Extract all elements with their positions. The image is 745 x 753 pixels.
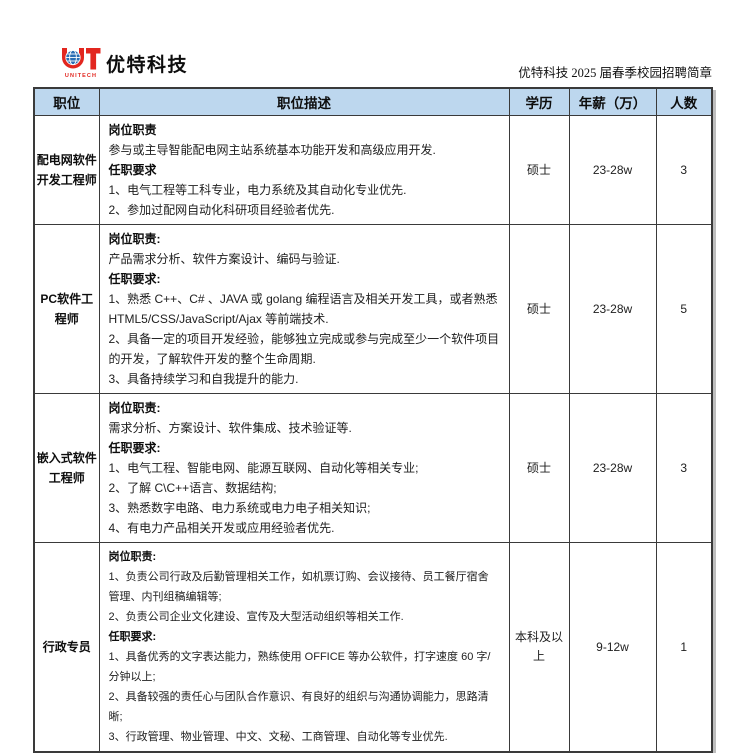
job-row: 配电网软件开发工程师 岗位职责参与或主导智能配电网主站系统基本功能开发和高级应用开… <box>33 115 713 225</box>
description-cell: 岗位职责: 需求分析、方案设计、软件集成、技术验证等. 任职要求: 1、电气工程、智能… <box>98 393 510 543</box>
job-row: 行政专员 岗位职责: 1、负责公司行政及后勤管理相关工作，如机票订购、会议接待、员工… <box>33 542 713 753</box>
job-positions-table: 职位 职位描述 学历 年薪（万） 人数 配电网软件开发工程师 岗位职责参与或主导智… <box>33 87 713 753</box>
position-cell: 行政专员 <box>33 542 100 753</box>
description-line: 3、熟悉数字电路、电力系统或电力电子相关知识; <box>108 501 371 515</box>
col-header-headcount: 人数 <box>655 87 713 116</box>
job-row: 嵌入式软件工程师 岗位职责: 需求分析、方案设计、软件集成、技术验证等. 任职要求: 1… <box>33 393 713 543</box>
description-heading: 任职要求 <box>108 163 157 177</box>
salary-cell: 23-28w <box>568 393 657 543</box>
company-logo: UNITECH <box>61 47 101 79</box>
description-heading: 任职要求: <box>108 631 157 643</box>
description-line: 1、熟悉 C++、C# 、JAVA 或 golang 编程语言及相关开发工具，或… <box>108 292 498 326</box>
description-line: 2、负责公司企业文化建设、宣传及大型活动组织等相关工作. <box>108 611 404 623</box>
description-line: 参与或主导智能配电网主站系统基本功能开发和高级应用开发. <box>108 143 436 157</box>
salary-cell: 9-12w <box>568 542 657 753</box>
description-heading: 任职要求: <box>108 441 161 455</box>
description-line: 4、有电力产品相关开发或应用经验者优先. <box>108 521 335 535</box>
ut-globe-monogram-icon <box>61 47 101 73</box>
headcount-cell: 1 <box>655 542 713 753</box>
description-line: 需求分析、方案设计、软件集成、技术验证等. <box>108 421 352 435</box>
description-heading: 任职要求: <box>108 272 161 286</box>
salary-cell: 23-28w <box>568 224 657 394</box>
description-line: 1、具备优秀的文字表达能力，熟练使用 OFFICE 等办公软件，打字速度 60 … <box>108 651 491 683</box>
education-cell: 硕士 <box>508 393 570 543</box>
description-cell: 岗位职责: 产品需求分析、软件方案设计、编码与验证. 任职要求: 1、熟悉 C++、C… <box>98 224 510 394</box>
description-heading: 岗位职责 <box>108 123 157 137</box>
description-heading: 岗位职责: <box>108 551 157 563</box>
col-header-description: 职位描述 <box>98 87 510 116</box>
description-line: 3、具备持续学习和自我提升的能力. <box>108 372 299 386</box>
description-heading: 岗位职责: <box>108 232 161 246</box>
description-line: 2、参加过配网自动化科研项目经验者优先. <box>108 203 335 217</box>
logo-subtext: UNITECH <box>64 73 98 79</box>
salary-cell: 23-28w <box>568 115 657 225</box>
education-cell: 硕士 <box>508 115 570 225</box>
description-line: 1、电气工程等工科专业，电力系统及其自动化专业优先. <box>108 183 407 197</box>
description-line: 3、行政管理、物业管理、中文、文秘、工商管理、自动化等专业优先. <box>108 731 448 743</box>
description-line: 2、具备一定的项目开发经验，能够独立完成或参与完成至少一个软件项目的开发，了解软… <box>108 332 500 366</box>
description-line: 2、了解 C\C++语言、数据结构; <box>108 481 277 495</box>
description-cell: 岗位职责参与或主导智能配电网主站系统基本功能开发和高级应用开发. 任职要求 1、电气… <box>98 115 510 225</box>
education-cell: 本科及以上 <box>508 542 570 753</box>
position-cell: 嵌入式软件工程师 <box>33 393 100 543</box>
col-header-education: 学历 <box>508 87 570 116</box>
col-header-position: 职位 <box>33 87 100 116</box>
col-header-salary: 年薪（万） <box>568 87 657 116</box>
headcount-cell: 5 <box>655 224 713 394</box>
table-header-row: 职位 职位描述 学历 年薪（万） 人数 <box>33 87 713 116</box>
headcount-cell: 3 <box>655 393 713 543</box>
headcount-cell: 3 <box>655 115 713 225</box>
description-line: 1、负责公司行政及后勤管理相关工作，如机票订购、会议接待、员工餐厅宿舍管理、内刊… <box>108 571 489 603</box>
job-row: PC软件工程师 岗位职责: 产品需求分析、软件方案设计、编码与验证. 任职要求: 1、熟… <box>33 224 713 394</box>
description-line: 产品需求分析、软件方案设计、编码与验证. <box>108 252 340 266</box>
document-title: 优特科技 2025 届春季校园招聘简章 <box>518 66 712 80</box>
company-name: 优特科技 <box>106 55 189 76</box>
description-cell: 岗位职责: 1、负责公司行政及后勤管理相关工作，如机票订购、会议接待、员工餐厅宿舍… <box>98 542 510 753</box>
education-cell: 硕士 <box>508 224 570 394</box>
description-line: 1、电气工程、智能电网、能源互联网、自动化等相关专业; <box>108 461 419 475</box>
description-heading: 岗位职责: <box>108 401 161 415</box>
description-line: 2、具备较强的责任心与团队合作意识、有良好的组织与沟通协调能力，思路清晰; <box>108 691 489 723</box>
position-cell: 配电网软件开发工程师 <box>33 115 100 225</box>
position-cell: PC软件工程师 <box>33 224 100 394</box>
